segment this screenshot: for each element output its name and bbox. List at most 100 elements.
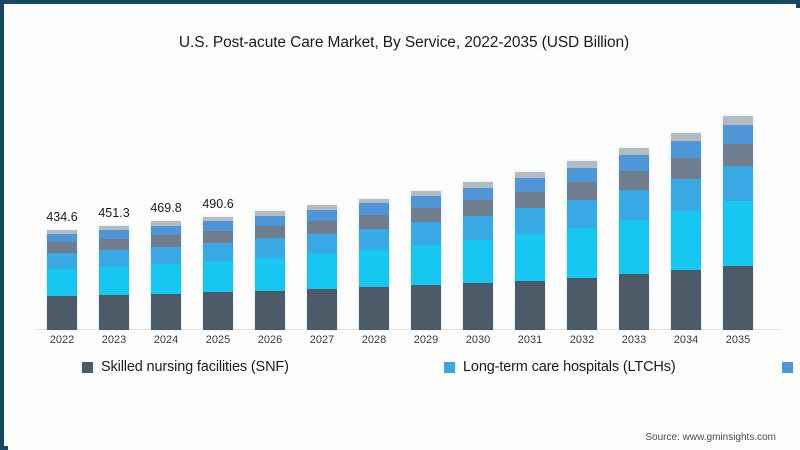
bar-segment [515,280,545,330]
axis-baseline [36,329,780,330]
stacked-bar[interactable] [515,172,545,330]
stacked-bar[interactable] [99,225,129,330]
bar-segment [723,200,753,266]
bar-segment [515,234,545,281]
bar-group[interactable] [660,108,712,330]
x-axis-tick: 2025 [205,334,231,346]
bar-segment [515,178,545,192]
bar-value-label: 451.3 [98,205,130,220]
bar-segment [99,249,129,267]
bar-segment [255,257,285,291]
chart-canvas: U.S. Post-acute Care Market, By Service,… [8,8,800,450]
bar-segment [463,240,493,284]
bar-group[interactable] [348,108,400,330]
stacked-bar[interactable] [307,205,337,330]
bar-segment [463,283,493,330]
bar-segment [203,261,233,293]
stacked-bar[interactable] [567,161,597,330]
bar-segment [307,205,337,211]
stacked-bar[interactable] [151,221,181,330]
bar-group[interactable] [296,108,348,330]
bar-segment [203,216,233,221]
bar-group[interactable] [244,108,296,330]
bar-segment [515,208,545,235]
bar-segment [411,195,441,208]
stacked-bar[interactable] [619,148,649,330]
legend-item-label: Skilled nursing facilities (SNF) [101,359,289,375]
stacked-bar[interactable] [411,191,441,330]
bar-segment [723,125,753,144]
bar-segment [671,133,701,142]
legend-item-snf[interactable]: Skilled nursing facilities (SNF) [82,356,444,378]
bar-segment [99,238,129,250]
bar-segment [151,293,181,330]
bar-segment [723,116,753,126]
stacked-bar[interactable] [47,229,77,330]
bar-segment [203,242,233,262]
bar-segment [463,215,493,241]
x-axis-tick: 2035 [725,334,751,346]
bar-segment [515,172,545,179]
bar-segment [619,219,649,275]
bar-segment [359,287,389,330]
bar-group[interactable] [712,108,764,330]
bar-group[interactable]: 469.8 [140,108,192,330]
bar-segment [203,220,233,231]
bar-segment [411,191,441,196]
x-axis-tick: 2033 [621,334,647,346]
bar-value-label: 434.6 [46,209,78,224]
bar-segment [411,222,441,246]
bar-segment [567,227,597,278]
legend-swatch-icon [444,361,455,373]
bar-segment [723,265,753,330]
stacked-bar[interactable] [463,182,493,330]
bar-group[interactable]: 490.6 [192,108,244,330]
bar-segment [567,199,597,228]
bar-group[interactable]: 434.6 [36,108,88,330]
bar-segment [619,155,649,171]
legend-item-ltch[interactable]: Long-term care hospitals (LTCHs) [444,356,782,378]
bar-group[interactable] [400,108,452,330]
bar-group[interactable] [504,108,556,330]
page-title: U.S. Post-acute Care Market, By Service,… [178,34,630,51]
bar-segment [515,191,545,209]
stacked-bar[interactable] [671,133,701,330]
bar-segment [619,170,649,190]
bar-segment [47,268,77,296]
bar-group[interactable] [452,108,504,330]
bar-segment [151,225,181,235]
bar-segment [255,290,285,330]
bar-group[interactable] [556,108,608,330]
stacked-bar[interactable] [359,198,389,330]
bar-segment [307,233,337,255]
bar-segment [671,178,701,211]
bar-segment [723,165,753,201]
bar-group[interactable] [608,108,660,330]
bar-segment [203,230,233,243]
bar-segment [151,264,181,294]
x-axis-tick: 2030 [465,334,491,346]
bar-segment [463,182,493,188]
bar-segment [99,266,129,295]
legend-swatch-icon [782,361,793,373]
legend-item-label: Long-term care hospitals (LTCHs) [463,359,676,375]
bar-segment [567,182,597,200]
bar-segment [619,274,649,330]
bar-segment [619,189,649,220]
bar-segment [307,289,337,330]
x-axis-tick: 2029 [413,334,439,346]
x-axis-tick: 2027 [309,334,335,346]
x-axis-tick: 2026 [257,334,283,346]
bar-segment [307,210,337,221]
stacked-bar[interactable] [203,216,233,330]
bar-value-label: 469.8 [150,201,182,216]
bar-segment [255,238,285,258]
legend-item-irf[interactable]: Inpatient rehabilitation facilities (IRF… [782,356,800,378]
stacked-bar[interactable] [723,116,753,330]
bar-group[interactable]: 451.3 [88,108,140,330]
x-axis-tick: 2022 [49,334,75,346]
stacked-bar[interactable] [255,211,285,330]
bar-segment [359,250,389,288]
plot-area: 434.6 2022 451.3 2023 469.8 2024 490.6 2025 2026… [36,108,780,346]
